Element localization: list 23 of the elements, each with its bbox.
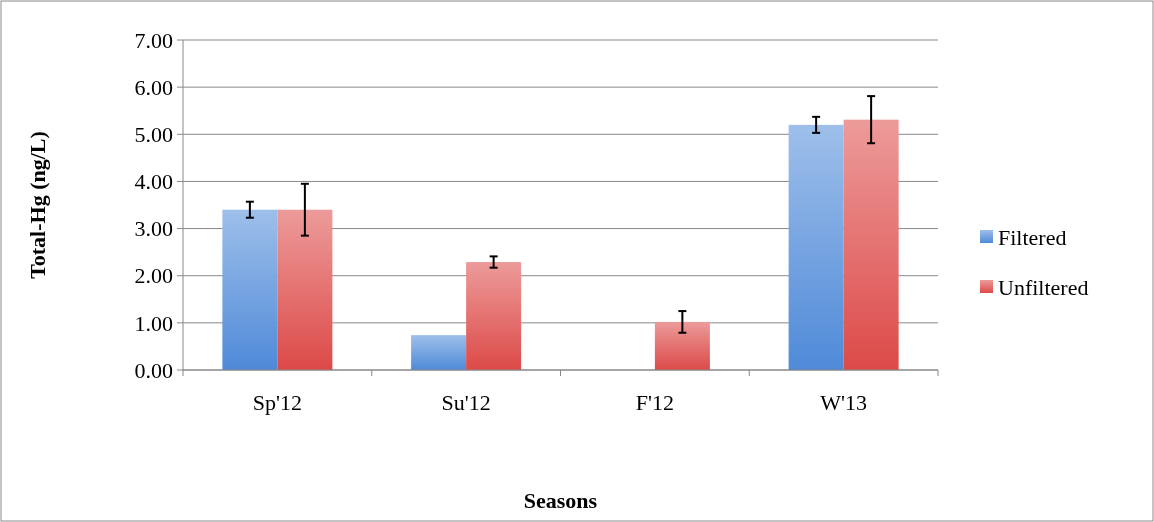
legend-label: Filtered: [998, 224, 1067, 250]
x-tick-label: Sp'12: [252, 390, 302, 415]
y-tick-label: 3.00: [134, 216, 173, 242]
bar: [654, 321, 710, 370]
y-tick-label: 6.00: [134, 74, 173, 100]
x-axis-title: Seasons: [523, 488, 598, 513]
y-tick-label: 7.00: [134, 27, 173, 53]
y-tick-label: 2.00: [134, 263, 173, 289]
bar: [411, 335, 467, 370]
y-tick-label: 4.00: [134, 169, 173, 195]
bar: [277, 209, 333, 370]
x-tick-label: F'12: [635, 390, 674, 415]
y-tick-label: 1.00: [134, 310, 173, 336]
bar: [222, 209, 278, 370]
x-tick-label: W'13: [820, 390, 867, 415]
y-axis-title: Total-Hg (ng/L): [25, 131, 50, 279]
bar: [788, 124, 844, 370]
y-tick-label: 5.00: [134, 121, 173, 147]
bar: [843, 119, 899, 370]
legend-label: Unfiltered: [998, 274, 1089, 300]
bar: [466, 262, 522, 370]
x-tick-label: Su'12: [441, 390, 491, 415]
y-tick-label: 0.00: [134, 357, 173, 383]
